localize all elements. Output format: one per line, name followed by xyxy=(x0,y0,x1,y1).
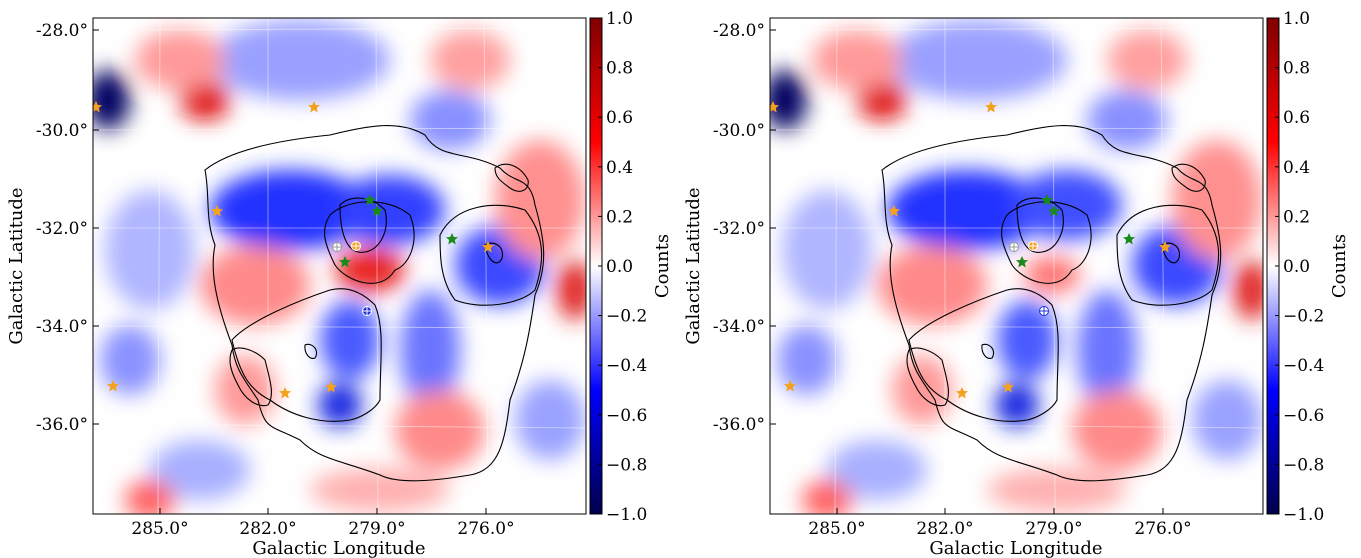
green-star-marker xyxy=(446,233,458,245)
y-tick-label: -32.0° xyxy=(713,219,765,239)
y-axis-label: Galactic Latitude xyxy=(683,187,704,344)
orange-star-marker xyxy=(985,101,997,113)
x-tick-label: 285.0° xyxy=(131,519,188,539)
colorbar-tick-label: −0.4 xyxy=(1283,356,1324,376)
x-axis-label: Galactic Longitude xyxy=(252,538,425,558)
orange-star-marker xyxy=(482,241,494,253)
counts-map xyxy=(93,18,586,514)
colorbar-tick-label: 0.2 xyxy=(1283,207,1310,227)
y-axis-label: Galactic Latitude xyxy=(6,187,27,344)
y-tick-label: -34.0° xyxy=(713,317,765,337)
contours xyxy=(881,124,1222,482)
colorbar-tick-label: 0.0 xyxy=(606,257,633,277)
x-tick-label: 282.0° xyxy=(916,519,973,539)
green-star-marker xyxy=(1041,194,1053,206)
orange-star-marker xyxy=(211,205,223,217)
colorbar-tick-label: 0.0 xyxy=(1283,257,1310,277)
x-tick-label: 279.0° xyxy=(348,519,405,539)
colorbar-tick-label: −0.2 xyxy=(1283,307,1324,327)
colorbar-tick-label: 1.0 xyxy=(606,9,633,29)
blue-circle-marker xyxy=(1039,306,1049,316)
x-tick-label: 279.0° xyxy=(1025,519,1082,539)
markers xyxy=(93,101,494,399)
y-tick-label: -28.0° xyxy=(36,21,88,41)
markers xyxy=(770,101,1171,399)
colorbar-tick-label: −0.8 xyxy=(1283,455,1324,475)
orange-circle-marker xyxy=(351,241,361,251)
green-star-marker xyxy=(1016,256,1028,268)
green-star-marker xyxy=(364,194,376,206)
orange-star-marker xyxy=(784,380,796,392)
orange-star-marker xyxy=(93,101,102,113)
tick-marks xyxy=(93,29,487,514)
colorbar-ticks: 1.0 0.8 0.6 0.4 0.2 0.0 −0.2 −0.4 −0.6 −0.8 −1.0 xyxy=(598,9,647,525)
orange-star-marker xyxy=(1002,381,1014,393)
colorbar-tick-label: 0.4 xyxy=(1283,158,1310,178)
white-circle-marker xyxy=(1009,242,1019,252)
white-circle-marker xyxy=(332,242,342,252)
colorbar-tick-label: −0.4 xyxy=(606,356,647,376)
colorbar-tick-label: 1.0 xyxy=(1283,9,1310,29)
green-star-marker xyxy=(339,256,351,268)
left-panel: 285.0° 282.0° 279.0° 276.0° -28.0° -30.0… xyxy=(6,9,673,558)
x-tick-label: 282.0° xyxy=(239,519,296,539)
colorbar: 1.0 0.8 0.6 0.4 0.2 0.0 −0.2 −0.4 −0.6 −0.8 −1.0 C… xyxy=(589,9,673,525)
colorbar-tick-label: −1.0 xyxy=(1283,505,1324,525)
colorbar-tick-label: 0.6 xyxy=(1283,108,1310,128)
orange-star-marker xyxy=(1159,241,1171,253)
y-tick-label: -32.0° xyxy=(36,219,88,239)
x-tick-label: 285.0° xyxy=(808,519,865,539)
tick-marks xyxy=(770,29,1164,514)
green-star-marker xyxy=(371,205,383,217)
colorbar-tick-label: −0.6 xyxy=(606,406,647,426)
colorbar-tick-label: 0.4 xyxy=(606,158,633,178)
y-tick-label: -36.0° xyxy=(36,415,88,435)
colorbar-tick-label: −1.0 xyxy=(606,505,647,525)
y-tick-label: -28.0° xyxy=(713,21,765,41)
orange-star-marker xyxy=(888,205,900,217)
colorbar-tick-label: 0.8 xyxy=(1283,59,1310,79)
colorbar-ticks: 1.0 0.8 0.6 0.4 0.2 0.0 −0.2 −0.4 −0.6 −0.8 −1.0 xyxy=(1275,9,1324,525)
x-tick-label: 276.0° xyxy=(1134,519,1191,539)
colorbar-label: Counts xyxy=(1329,234,1350,298)
green-star-marker xyxy=(1123,233,1135,245)
right-panel: 285.0° 282.0° 279.0° 276.0° -28.0° -30.0… xyxy=(683,9,1350,558)
orange-star-marker xyxy=(770,101,779,113)
y-tick-label: -30.0° xyxy=(36,121,88,141)
colorbar: 1.0 0.8 0.6 0.4 0.2 0.0 −0.2 −0.4 −0.6 −0.8 −1.0 C… xyxy=(1266,9,1350,525)
colorbar-tick-label: −0.8 xyxy=(606,455,647,475)
colorbar-tick-label: −0.6 xyxy=(1283,406,1324,426)
plot-frame xyxy=(92,17,587,515)
orange-star-marker xyxy=(956,387,968,399)
counts-map xyxy=(770,18,1263,514)
orange-circle-marker xyxy=(1028,241,1038,251)
colorbar-tick-label: 0.8 xyxy=(606,59,633,79)
x-tick-label: 276.0° xyxy=(457,519,514,539)
counts-blobs xyxy=(93,20,586,514)
green-star-marker xyxy=(1048,205,1060,217)
grid-lines xyxy=(93,18,586,514)
orange-star-marker xyxy=(325,381,337,393)
grid-lines xyxy=(770,18,1263,514)
y-tick-label: -36.0° xyxy=(713,415,765,435)
x-axis-label: Galactic Longitude xyxy=(929,538,1102,558)
blue-circle-marker xyxy=(362,306,372,316)
colorbar-label: Counts xyxy=(652,234,673,298)
orange-star-marker xyxy=(308,101,320,113)
plot-frame xyxy=(769,17,1264,515)
colorbar-tick-label: −0.2 xyxy=(606,307,647,327)
colorbar-tick-label: 0.2 xyxy=(606,207,633,227)
colorbar-tick-label: 0.6 xyxy=(606,108,633,128)
orange-star-marker xyxy=(107,380,119,392)
contours xyxy=(204,124,545,482)
y-tick-label: -30.0° xyxy=(713,121,765,141)
y-tick-label: -34.0° xyxy=(36,317,88,337)
orange-star-marker xyxy=(279,387,291,399)
